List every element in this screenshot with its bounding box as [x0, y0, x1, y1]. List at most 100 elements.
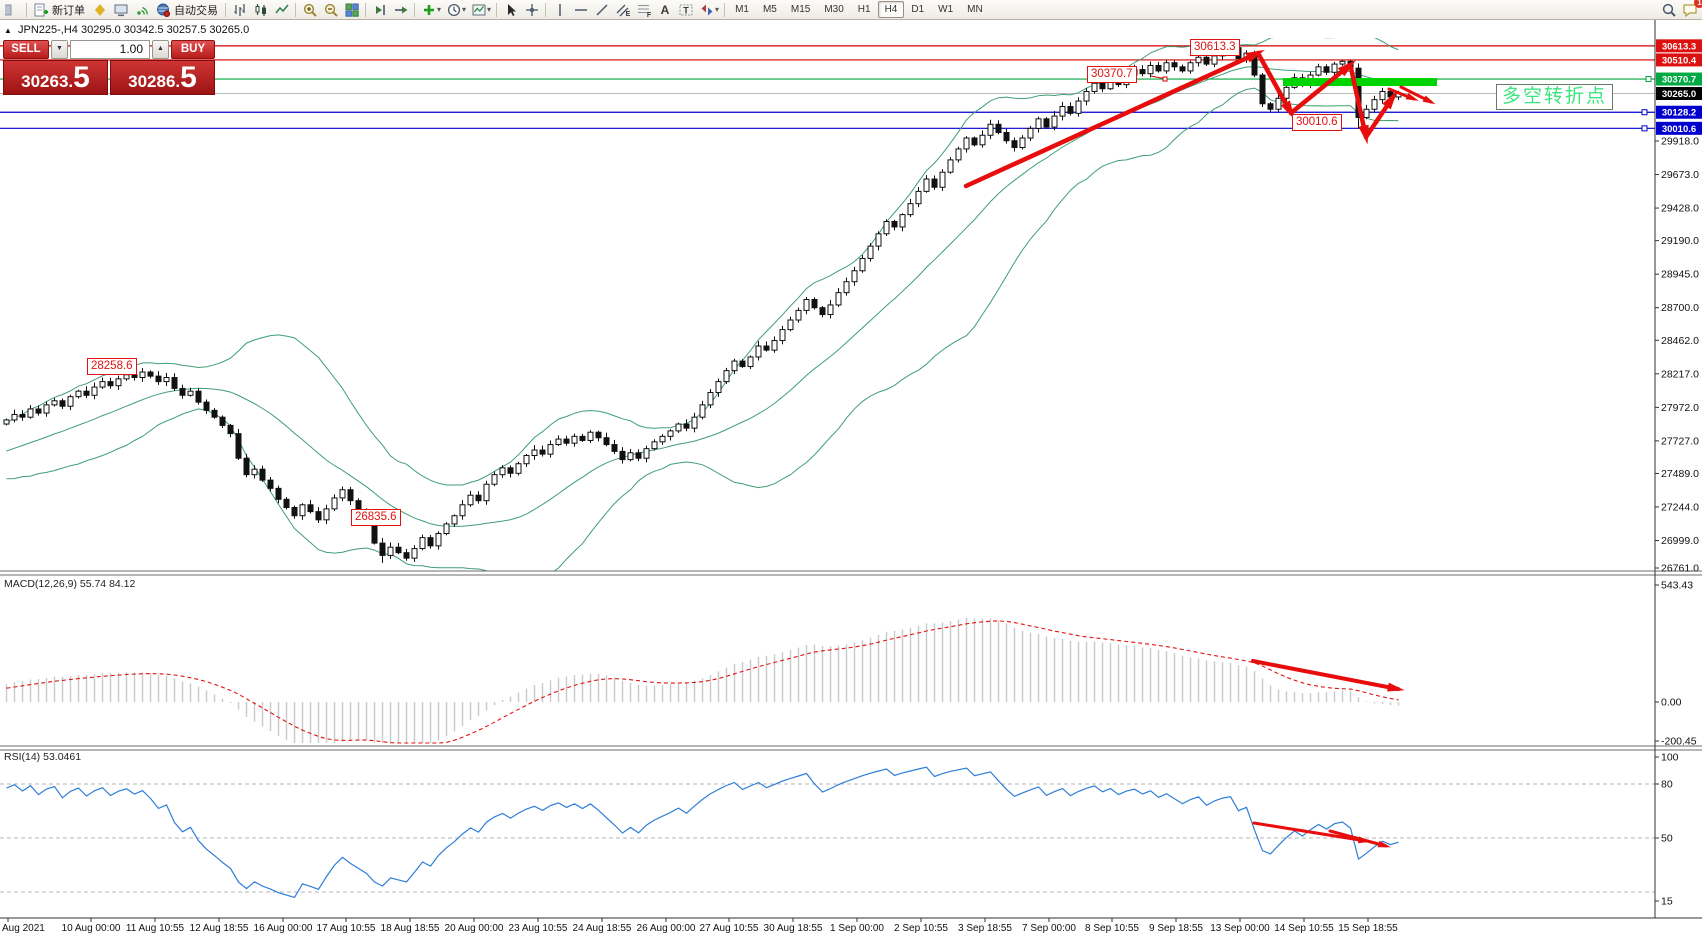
svg-text:100: 100 [1661, 752, 1679, 764]
line-chart-icon[interactable] [271, 1, 292, 19]
trendline-icon[interactable] [591, 1, 612, 19]
tile-windows-icon[interactable] [341, 1, 362, 19]
candlesticks [3, 44, 1402, 563]
templates-icon-dropdown[interactable]: ▾ [487, 5, 492, 14]
text-label-icon[interactable]: T [675, 1, 696, 19]
text-tool-icon[interactable]: A [654, 1, 675, 19]
svg-text:24 Aug 18:55: 24 Aug 18:55 [573, 923, 632, 934]
one-click-trading-panel: SELL ▼ 1.00 ▲ BUY 30263. 5 30286. 5 [3, 40, 215, 95]
svg-text:50: 50 [1661, 833, 1673, 845]
buy-button[interactable]: BUY [171, 40, 215, 59]
svg-text:12 Aug 18:55: 12 Aug 18:55 [190, 923, 249, 934]
new-order-icon[interactable] [30, 1, 51, 19]
toolbar-separator [545, 2, 547, 17]
styler-icon[interactable] [89, 1, 110, 19]
timeframe-mn[interactable]: MN [967, 4, 983, 15]
svg-text:30010.6: 30010.6 [1662, 124, 1696, 135]
arrows-tool-icon[interactable] [696, 1, 717, 19]
terminal-icon[interactable] [110, 1, 131, 19]
auto-trading-icon[interactable] [152, 1, 173, 19]
zoom-in-icon[interactable] [299, 1, 320, 19]
rsi-pane [0, 766, 1655, 899]
svg-text:27 Aug 10:55: 27 Aug 10:55 [700, 923, 759, 934]
volume-input[interactable]: 1.00 [70, 40, 150, 59]
svg-text:27727.0: 27727.0 [1661, 435, 1699, 447]
arrows-tool-icon-dropdown[interactable]: ▾ [715, 5, 720, 14]
crosshair-icon[interactable] [521, 1, 542, 19]
trend-arrow-drawings[interactable] [963, 49, 1436, 848]
svg-text:30613.3: 30613.3 [1662, 41, 1696, 52]
price-axis[interactable]: 29918.0 29673.0 29428.0 29190.0 28945.0 28700… [1654, 20, 1702, 918]
auto-trading-label[interactable]: 自动交易 [174, 4, 218, 17]
horizontal-line-icon[interactable] [570, 1, 591, 19]
svg-text:F: F [646, 12, 651, 18]
price-callout-30370[interactable]: 30370.7 [1087, 66, 1137, 83]
timeframe-d1[interactable]: D1 [911, 4, 925, 15]
svg-text:30128.2: 30128.2 [1662, 108, 1696, 119]
partial-icon[interactable] [2, 1, 23, 19]
timeframe-m30[interactable]: M30 [824, 4, 844, 15]
symbol-marker-icon[interactable]: ▲ [4, 26, 12, 35]
toolbar-separator [365, 2, 366, 17]
note-annotation[interactable]: 多空转折点 [1496, 84, 1614, 110]
shift-chart-end-icon[interactable] [369, 1, 390, 19]
volume-down-button[interactable]: ▼ [51, 40, 68, 59]
sell-button[interactable]: SELL [3, 40, 49, 59]
volume-up-button[interactable]: ▲ [152, 40, 169, 59]
equidistant-channel-icon[interactable]: E [612, 1, 633, 19]
price-callout-26835[interactable]: 26835.6 [351, 509, 401, 526]
auto-scroll-icon[interactable] [390, 1, 411, 19]
timeframe-m5[interactable]: M5 [762, 4, 777, 15]
cursor-icon[interactable] [500, 1, 521, 19]
buy-price[interactable]: 30286. 5 [110, 60, 215, 95]
timeframe-h1[interactable]: H1 [857, 4, 871, 15]
chart-ohlc-values: 30295.0 30342.5 30257.5 30265.0 [80, 24, 250, 36]
timeframe-m1[interactable]: M1 [735, 4, 749, 15]
svg-text:28945.0: 28945.0 [1661, 269, 1699, 281]
periods-icon-dropdown[interactable]: ▾ [462, 5, 467, 14]
fibonacci-icon[interactable]: F [633, 1, 654, 19]
data-window-icon[interactable] [131, 1, 152, 19]
candlestick-chart-icon[interactable] [250, 1, 271, 19]
add-indicator-icon[interactable] [418, 1, 439, 19]
timeframe-m15[interactable]: M15 [790, 4, 811, 15]
add-indicator-icon-dropdown[interactable]: ▾ [437, 5, 442, 14]
svg-text:27972.0: 27972.0 [1661, 402, 1699, 414]
svg-text:A: A [660, 3, 669, 17]
svg-text:30370.7: 30370.7 [1662, 75, 1696, 86]
price-callout-30613[interactable]: 30613.3 [1190, 39, 1240, 56]
new-order-label[interactable]: 新订单 [52, 4, 85, 17]
price-callout-30010[interactable]: 30010.6 [1292, 114, 1342, 131]
price-callout-28258[interactable]: 28258.6 [87, 358, 137, 375]
templates-icon[interactable] [468, 1, 489, 19]
svg-text:26 Aug 00:00: 26 Aug 00:00 [637, 923, 696, 934]
svg-text:3 Sep 18:55: 3 Sep 18:55 [958, 923, 1012, 934]
svg-text:26999.0: 26999.0 [1661, 535, 1699, 547]
search-icon[interactable] [1658, 1, 1679, 19]
timeframe-w1[interactable]: W1 [938, 4, 954, 15]
bar-chart-icon[interactable] [229, 1, 250, 19]
toolbar-separator [295, 2, 296, 17]
chart-title: ▲ JPN225-,H4 30295.0 30342.5 30257.5 302… [4, 24, 249, 36]
rsi-indicator-label: RSI(14) 53.0461 [4, 751, 82, 763]
periods-icon[interactable] [443, 1, 464, 19]
toolbar-separator [724, 2, 726, 17]
time-axis[interactable]: Aug 2021 10 Aug 00:00 11 Aug 10:55 12 Aug 1… [2, 918, 1398, 934]
pane-separators[interactable] [0, 570, 1702, 919]
zoom-out-icon[interactable] [320, 1, 341, 19]
macd-pane [5, 617, 1400, 744]
sell-price[interactable]: 30263. 5 [3, 60, 108, 95]
svg-text:10 Aug 00:00: 10 Aug 00:00 [62, 923, 121, 934]
svg-text:14 Sep 10:55: 14 Sep 10:55 [1274, 923, 1334, 934]
svg-text:1 Sep 00:00: 1 Sep 00:00 [830, 923, 884, 934]
timeframe-h4[interactable]: H4 [877, 1, 905, 18]
support-zone-rect[interactable] [1283, 78, 1437, 87]
svg-text:29673.0: 29673.0 [1661, 169, 1699, 181]
toolbar-separator [496, 2, 498, 17]
svg-text:-200.45: -200.45 [1661, 736, 1697, 748]
notifications-icon[interactable]: 1 [1679, 0, 1702, 19]
svg-text:2 Sep 10:55: 2 Sep 10:55 [894, 923, 948, 934]
horizontal-level-lines[interactable] [0, 45, 1655, 132]
vertical-line-icon[interactable] [549, 1, 570, 19]
